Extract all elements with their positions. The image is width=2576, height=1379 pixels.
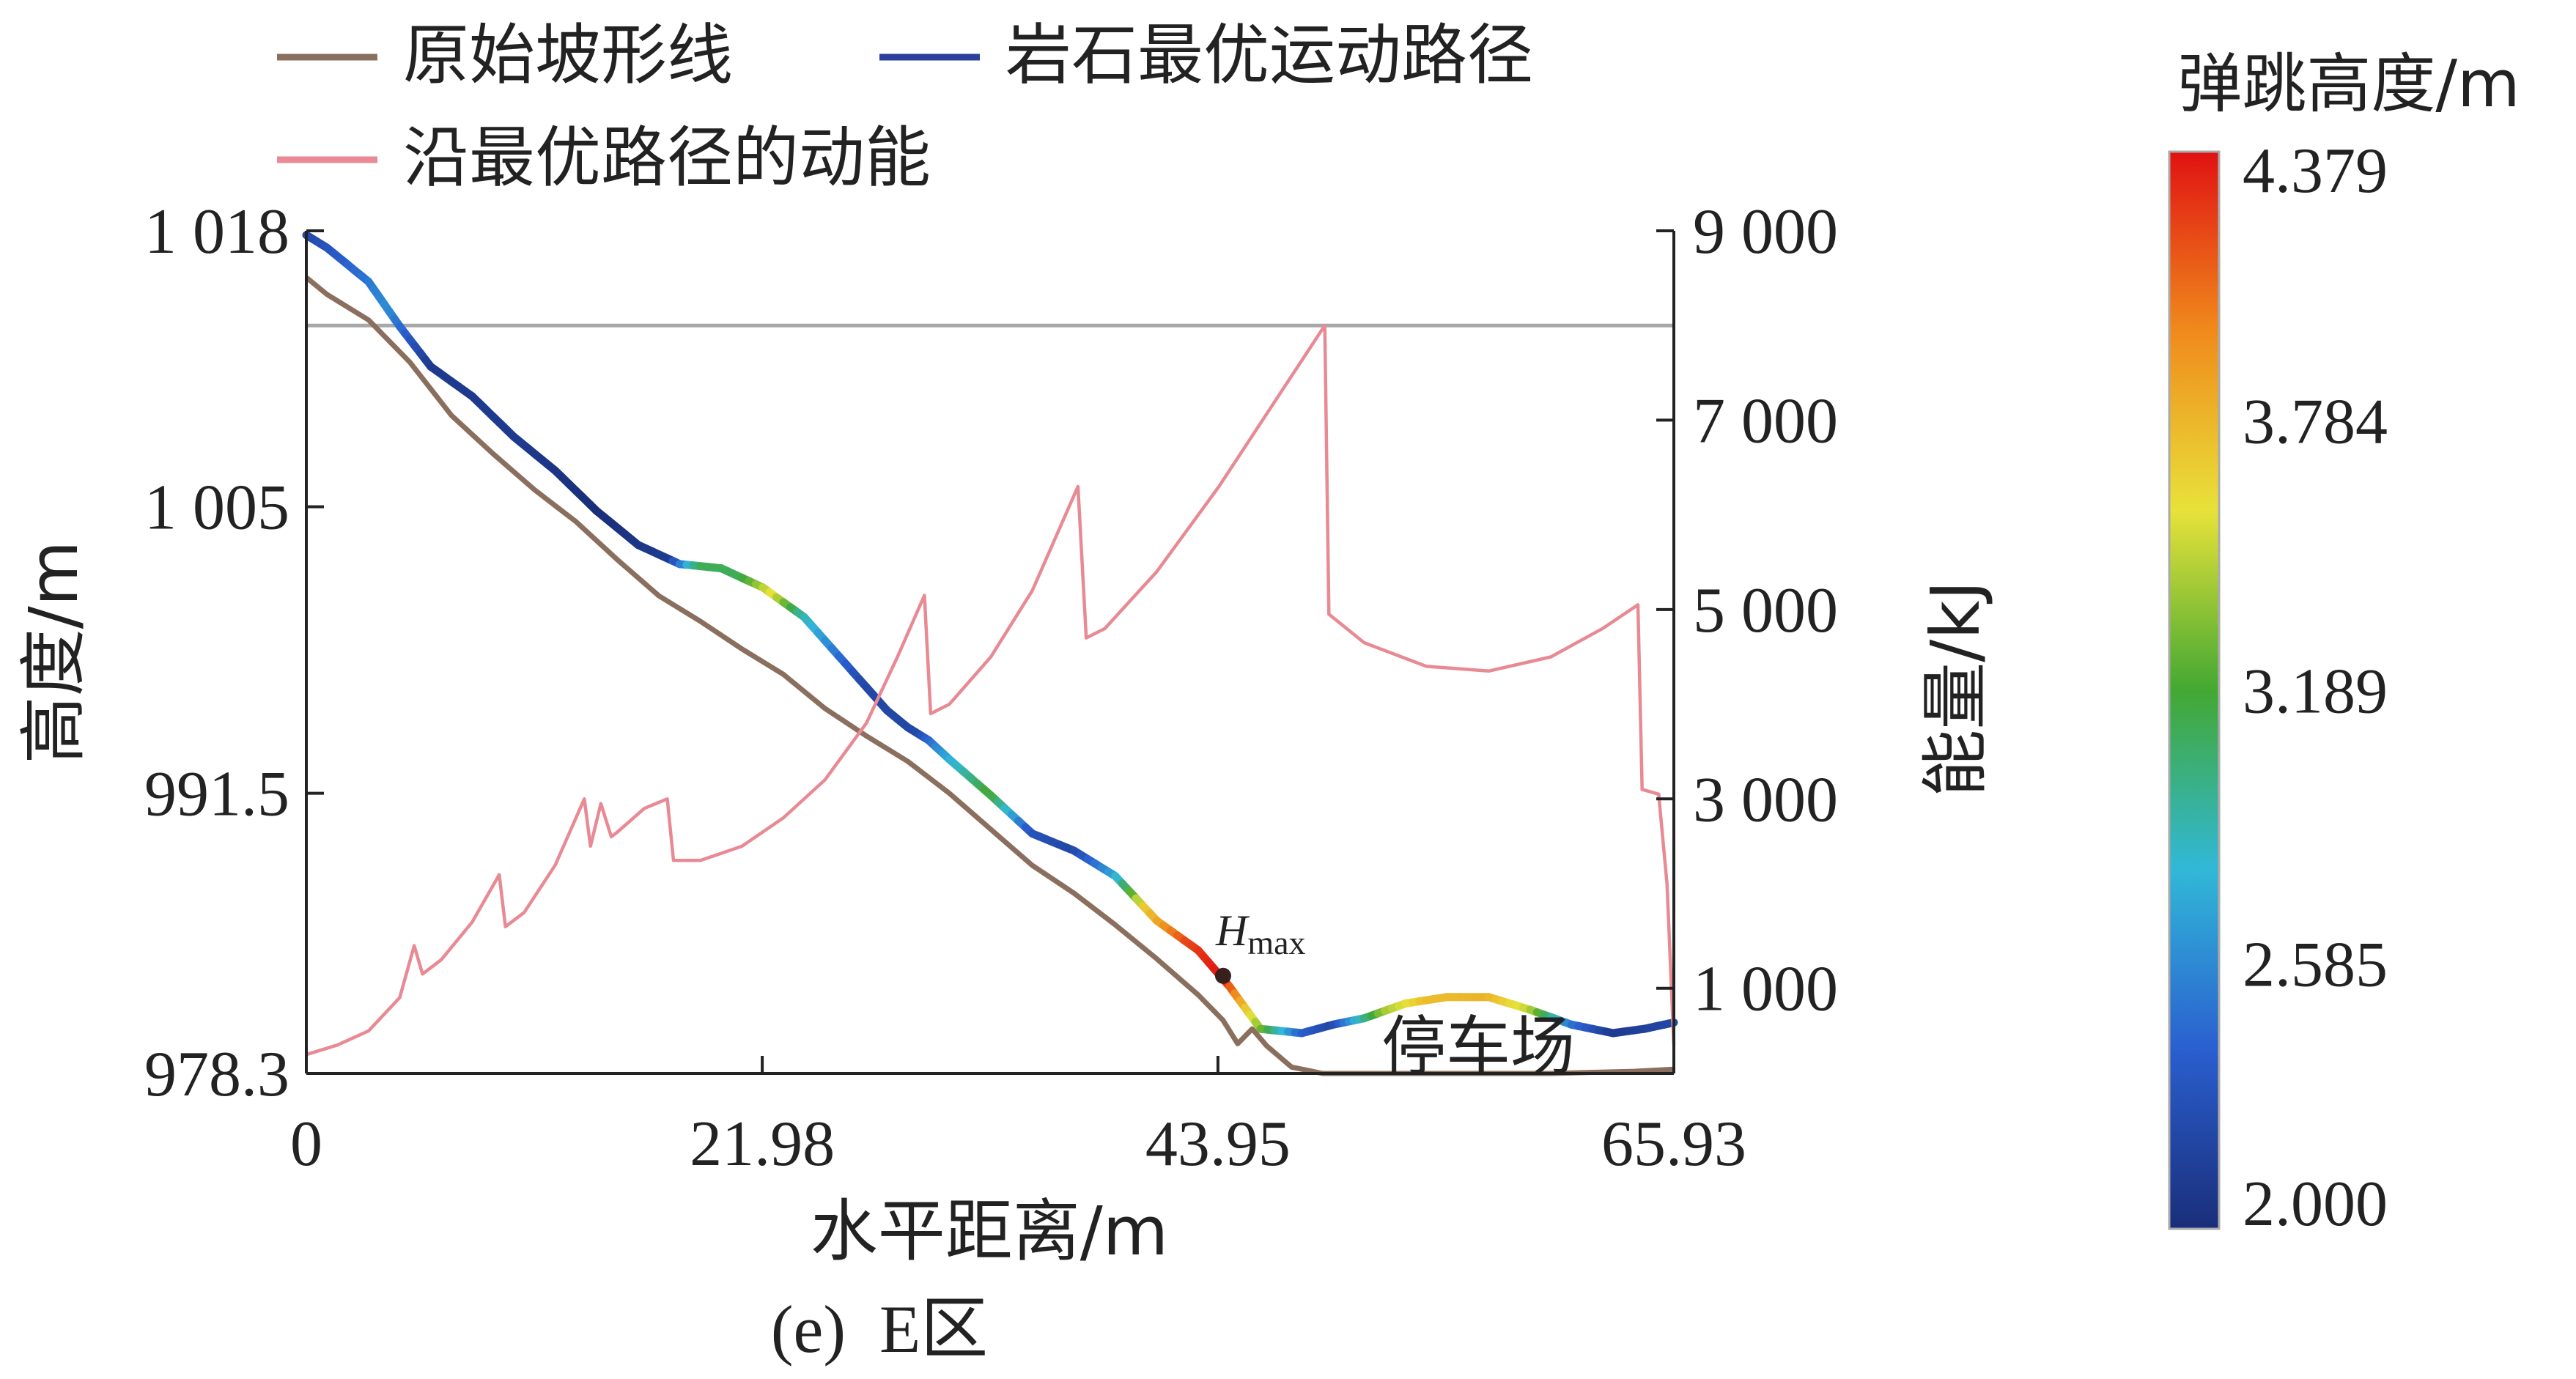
left-y-axis-ticks: 978.3 991.5 1 005 1 018 — [144, 196, 324, 1110]
right-y-tick-label: 5 000 — [1693, 575, 1838, 646]
left-y-tick-label: 1 018 — [144, 196, 289, 267]
figure-caption: (e) E区 — [771, 1292, 988, 1367]
colorbar-tick-label: 2.585 — [2243, 930, 2388, 1001]
right-y-axis-ticks: 1 000 3 000 5 000 7 000 9 000 — [1656, 196, 1838, 1025]
x-axis-label: 水平距离/m — [811, 1192, 1169, 1271]
legend-label-path: 岩石最优运动路径 — [1005, 17, 1533, 94]
right-y-tick-label: 3 000 — [1693, 764, 1838, 835]
left-y-axis-label: 高度/m — [15, 541, 93, 764]
annotations: Hmax 停车场 — [1214, 906, 1575, 1084]
right-y-tick-label: 7 000 — [1693, 385, 1838, 456]
hmax-annotation-sub: max — [1247, 924, 1305, 961]
x-tick-label: 65.93 — [1601, 1109, 1746, 1180]
colorbar-gradient — [2168, 150, 2221, 1230]
left-y-tick-label: 1 005 — [144, 473, 289, 544]
axes: 0 21.98 43.95 65.93 978.3 991.5 1 005 1 018 1 … — [144, 196, 1838, 1180]
colorbar: 弹跳高度/m 4.379 3.784 3.189 2.585 2.000 — [2168, 46, 2520, 1240]
series-optimal-path — [302, 231, 1678, 1038]
x-tick-label: 43.95 — [1145, 1109, 1291, 1180]
series-original-slope-line — [304, 275, 1675, 1076]
plot-area — [302, 231, 1678, 1076]
hmax-annotation-h: H — [1215, 906, 1250, 955]
legend-label-energy: 沿最优路径的动能 — [403, 119, 931, 196]
colorbar-tick-label: 3.784 — [2243, 387, 2388, 458]
right-y-tick-label: 1 000 — [1693, 954, 1838, 1025]
legend-label-slope: 原始坡形线 — [403, 17, 733, 94]
hmax-annotation: Hmax — [1215, 906, 1306, 961]
colorbar-tick-label: 4.379 — [2243, 136, 2388, 207]
right-y-axis-label: 能量/kJ — [1916, 580, 1995, 796]
hmax-marker — [1214, 967, 1231, 984]
legend: 原始坡形线 岩石最优运动路径 沿最优路径的动能 — [277, 17, 1533, 196]
parking-lot-annotation: 停车场 — [1381, 1008, 1575, 1084]
x-axis-ticks: 0 21.98 43.95 65.93 — [290, 1056, 1746, 1180]
colorbar-title: 弹跳高度/m — [2177, 46, 2520, 122]
colorbar-ticks: 4.379 3.784 3.189 2.585 2.000 — [2243, 136, 2388, 1240]
right-y-tick-label: 9 000 — [1693, 196, 1838, 267]
x-tick-label: 21.98 — [690, 1109, 835, 1180]
left-y-tick-label: 978.3 — [144, 1039, 289, 1110]
x-tick-label: 0 — [290, 1109, 322, 1180]
left-y-tick-label: 991.5 — [144, 759, 289, 830]
colorbar-tick-label: 2.000 — [2243, 1169, 2388, 1240]
colorbar-tick-label: 3.189 — [2243, 656, 2388, 727]
series-kinetic-energy — [306, 323, 1676, 1057]
